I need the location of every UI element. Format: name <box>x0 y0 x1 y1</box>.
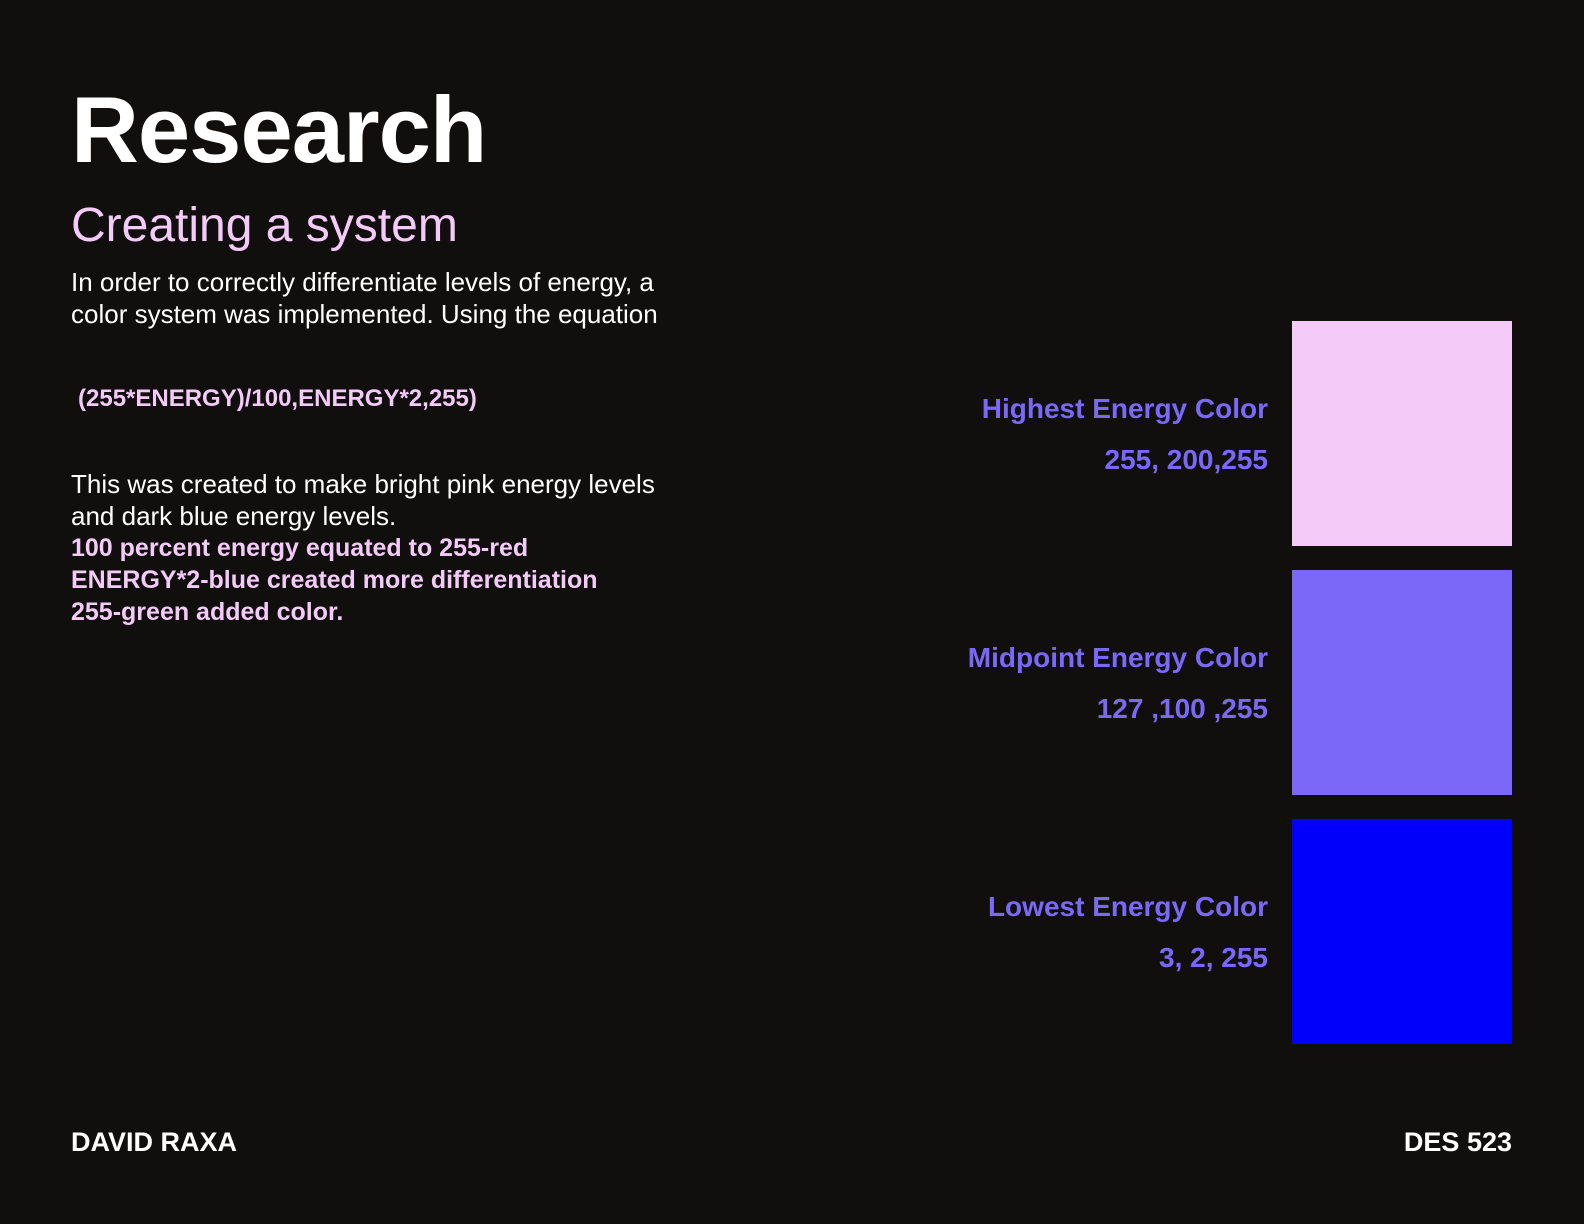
color-equation: (255*ENERGY)/100,ENERGY*2,255) <box>78 385 477 412</box>
swatch-label: Midpoint Energy Color <box>967 642 1268 673</box>
swatch-label: Lowest Energy Color <box>987 891 1268 922</box>
page-title: Research <box>71 77 487 182</box>
energy-notes: 100 percent energy equated to 255-red EN… <box>71 532 598 628</box>
color-swatch-lowest <box>1292 819 1512 1044</box>
course-code: DES 523 <box>1403 1127 1512 1157</box>
energy-note: ENERGY*2-blue created more differentiati… <box>71 566 598 594</box>
explanation-paragraph: This was created to make bright pink ene… <box>71 469 655 531</box>
swatch-rgb-value: 255, 200,255 <box>1104 444 1269 475</box>
swatch-row-highest: Highest Energy Color 255, 200,255 <box>900 321 1512 546</box>
energy-note: 255-green added color. <box>71 598 344 626</box>
intro-paragraph: In order to correctly differentiate leve… <box>71 267 658 329</box>
page-subtitle: Creating a system <box>71 199 458 252</box>
color-swatch-highest <box>1292 321 1512 546</box>
energy-note: 100 percent energy equated to 255-red <box>71 534 529 562</box>
swatch-row-midpoint: Midpoint Energy Color 127 ,100 ,255 <box>900 570 1512 795</box>
color-swatch-midpoint <box>1292 570 1512 795</box>
author-name: DAVID RAXA <box>71 1127 238 1157</box>
swatch-rgb-value: 127 ,100 ,255 <box>1096 693 1268 724</box>
swatch-label: Highest Energy Color <box>981 393 1268 424</box>
swatch-row-lowest: Lowest Energy Color 3, 2, 255 <box>900 819 1512 1044</box>
swatch-rgb-value: 3, 2, 255 <box>1159 942 1268 973</box>
